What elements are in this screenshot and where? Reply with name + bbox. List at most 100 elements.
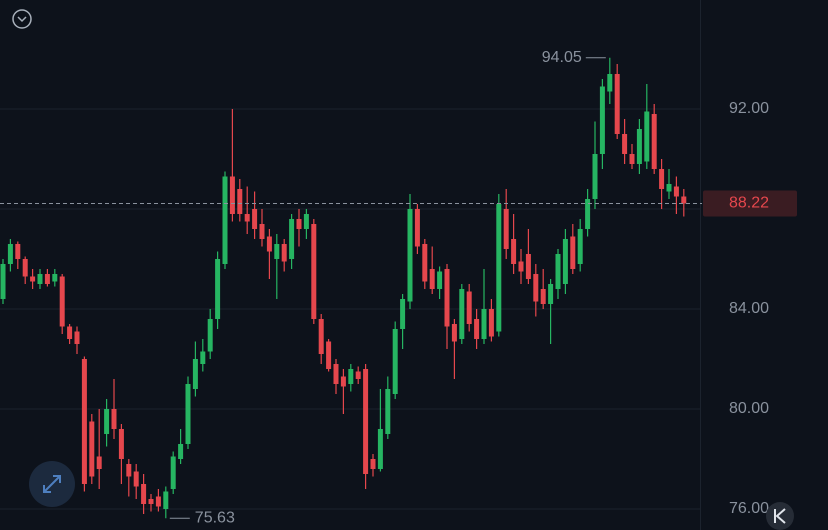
candle-body (562, 239, 568, 284)
candle-body (296, 219, 302, 229)
candle-body (333, 364, 339, 384)
candle-body (7, 244, 13, 264)
candle-body (200, 351, 206, 364)
candle-body (244, 214, 250, 222)
candle-body (163, 491, 169, 509)
candle-body (518, 261, 524, 272)
candle-body (355, 371, 361, 379)
candle-body (437, 271, 443, 289)
candle-body (592, 154, 598, 199)
candle-body (599, 86, 605, 154)
candle-body (414, 209, 420, 247)
candle-body (311, 224, 317, 319)
candle-body (585, 199, 591, 229)
candle-body (178, 444, 184, 459)
candle-body (237, 189, 243, 214)
collapse-button[interactable] (12, 9, 32, 29)
y-tick-label: 92.00 (729, 100, 769, 117)
candle-body (511, 239, 517, 264)
candle-body (607, 74, 613, 92)
candle-body (629, 154, 635, 164)
candle-body (67, 326, 73, 339)
current-price-tag (703, 190, 797, 217)
expand-button[interactable] (29, 461, 75, 507)
candle-body (326, 341, 332, 369)
candle-body (488, 309, 494, 337)
candle-body (459, 289, 465, 339)
candle-body (44, 274, 50, 284)
candle-body (118, 429, 124, 459)
candle-body (259, 224, 265, 239)
candle-body (451, 324, 457, 342)
candle-body (570, 236, 576, 269)
candle-body (651, 114, 657, 169)
candle-body (496, 204, 502, 332)
candle-body (577, 229, 583, 264)
candle-body (30, 276, 36, 282)
candle-body (363, 369, 369, 474)
candle-body (155, 496, 161, 507)
candle-body (274, 244, 280, 259)
candle-body (385, 389, 391, 434)
candle-body (22, 259, 28, 277)
candle-body (377, 429, 383, 469)
candle-body (474, 319, 480, 339)
candle-body (407, 209, 413, 302)
candle-body (540, 289, 546, 304)
candle-body (222, 176, 228, 264)
candle-body (215, 259, 221, 319)
candle-body (96, 456, 102, 469)
candle-body (666, 184, 672, 192)
candle-body (141, 484, 147, 504)
candle-body (252, 209, 258, 229)
candle-body (481, 309, 487, 339)
candle-body (111, 409, 117, 429)
candle-body (622, 134, 628, 154)
candle-body (681, 196, 687, 204)
candle-body (37, 274, 43, 284)
candle-body (444, 269, 450, 327)
candle-body (170, 456, 176, 489)
candle-body (289, 219, 295, 259)
k-button[interactable] (766, 502, 794, 530)
candle-body (207, 319, 213, 352)
candle-body (133, 471, 139, 487)
candle-body (533, 274, 539, 302)
candle-body (59, 276, 65, 327)
candle-body (614, 74, 620, 134)
candle-body (422, 244, 428, 282)
candle-body (555, 254, 561, 289)
candle-body (74, 331, 80, 344)
candle-body (348, 369, 354, 384)
current-price-label: 88.22 (729, 195, 769, 212)
candle-body (104, 409, 110, 434)
candle-body (400, 299, 406, 329)
candle-body (548, 284, 554, 304)
candle-body (229, 176, 235, 214)
candle-body (81, 359, 87, 484)
candle-body (503, 209, 509, 249)
candle-body (15, 244, 21, 259)
y-tick-label: 84.00 (729, 300, 769, 317)
candle-body (0, 264, 6, 299)
candle-body (266, 236, 272, 252)
candle-body (659, 169, 665, 189)
candle-body (370, 459, 376, 469)
y-tick-label: 80.00 (729, 400, 769, 417)
y-tick-label: 76.00 (729, 500, 769, 517)
candle-body (126, 464, 132, 477)
candle-body (192, 359, 198, 389)
candle-body (392, 329, 398, 394)
candle-body (303, 214, 309, 229)
candle-body (89, 421, 95, 477)
candle-body (281, 244, 287, 262)
low-label: 75.63 (195, 509, 235, 526)
candle-body (429, 269, 435, 289)
candle-body (52, 274, 58, 282)
candle-body (185, 384, 191, 444)
candle-body (636, 129, 642, 164)
candle-body (466, 291, 472, 324)
